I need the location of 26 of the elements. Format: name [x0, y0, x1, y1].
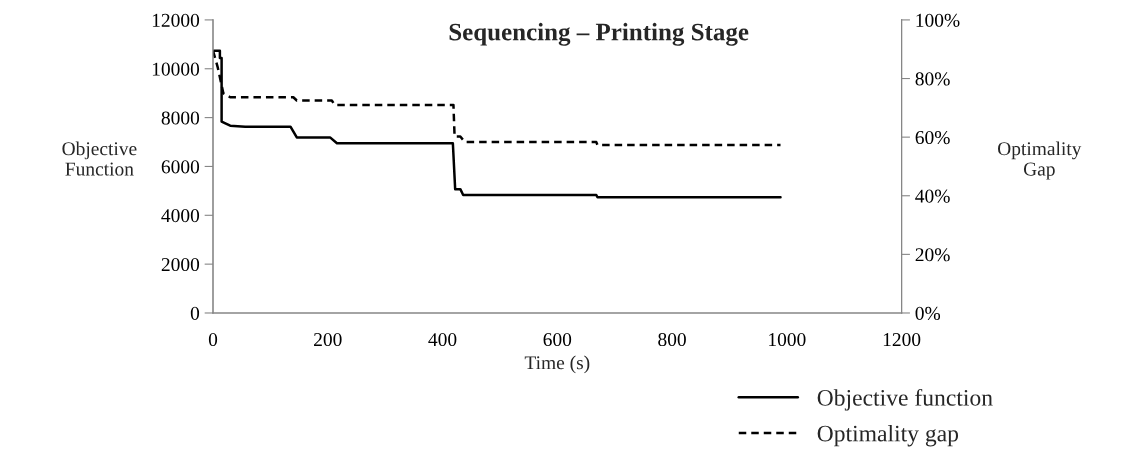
y2-tick-label: 60% — [915, 130, 950, 145]
x-tick-label: 400 — [428, 332, 457, 347]
y-tick-label: 4000 — [161, 209, 200, 223]
y2-tick-label: 40% — [915, 189, 950, 203]
x-tick-label: 1000 — [769, 332, 806, 347]
y-tick-label: 12000 — [152, 13, 200, 27]
x-tick-label: 200 — [314, 332, 342, 347]
y-axis-title: Objective Function — [62, 141, 137, 176]
y2-tick-label: 80% — [915, 72, 950, 86]
y2-tick-label: 100% — [916, 13, 960, 27]
chart-title: Sequencing – Printing Stage — [449, 22, 749, 46]
legend-label: Optimality gap — [817, 424, 959, 447]
y-tick-label: 10000 — [152, 62, 200, 76]
x-axis-title: Time (s) — [524, 355, 590, 374]
y2-tick-label: 0% — [915, 306, 941, 320]
y2-tick-label: 20% — [915, 248, 950, 262]
y-tick-label: 6000 — [161, 160, 200, 174]
x-tick-label: 0 — [208, 332, 218, 347]
y2-axis-title: Optimality Gap — [997, 141, 1082, 180]
legend-label: Objective function — [817, 388, 993, 411]
x-tick-label: 600 — [543, 332, 572, 347]
y-tick-label: 8000 — [161, 111, 200, 125]
y-tick-label: 2000 — [161, 257, 200, 272]
x-tick-label: 800 — [658, 332, 686, 347]
y-tick-label: 0 — [190, 306, 200, 320]
x-tick-label: 1200 — [883, 332, 921, 347]
